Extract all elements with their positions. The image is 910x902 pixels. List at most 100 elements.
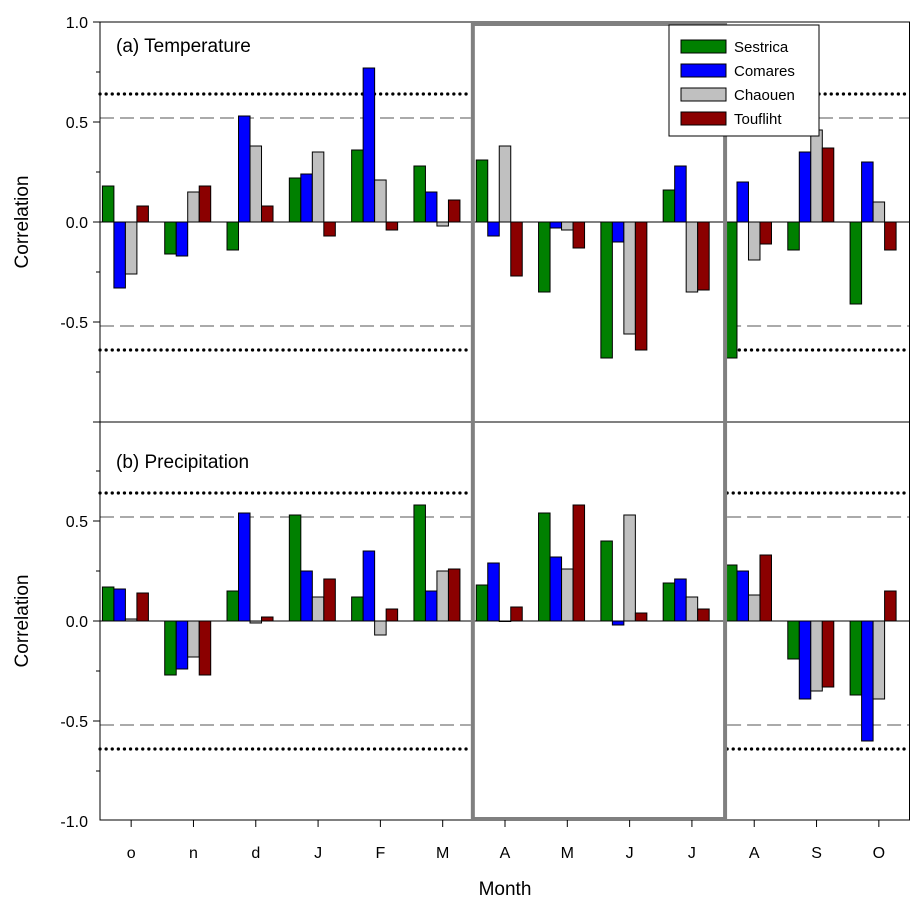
bar-1-sestrica-10	[724, 564, 738, 622]
bar-1-toufliht-2	[261, 616, 274, 622]
bar-0-sestrica-5	[413, 165, 426, 223]
x-tick-label-5: M	[436, 845, 449, 862]
panel-title-1: (b) Precipitation	[116, 452, 249, 473]
bar-0-toufliht-0	[136, 205, 149, 223]
bar-1-comares-5	[424, 590, 438, 622]
legend-label-comares: Comares	[734, 63, 795, 80]
bar-0-chaouen-3	[311, 151, 325, 223]
y-axis-title-1: Correlation	[12, 575, 33, 668]
bar-1-toufliht-1	[198, 620, 212, 676]
bar-1-toufliht-10	[759, 554, 772, 622]
bar-1-comares-6	[487, 562, 500, 622]
bar-0-sestrica-1	[164, 221, 177, 255]
x-tick-label-8: J	[626, 845, 634, 862]
bar-0-comares-12	[861, 161, 874, 223]
panel-title-0: (a) Temperature	[116, 36, 251, 57]
x-tick-label-6: A	[500, 845, 511, 862]
legend-swatch-sestrica	[680, 39, 727, 54]
y-tick-label-1-2: -0.5	[60, 714, 88, 731]
bar-0-chaouen-2	[249, 145, 263, 223]
bar-0-sestrica-12	[849, 221, 863, 305]
bar-1-comares-1	[175, 620, 189, 670]
bar-0-comares-11	[798, 151, 812, 223]
bar-1-chaouen-10	[747, 594, 761, 622]
legend-swatch-comares	[680, 63, 727, 78]
bar-0-sestrica-7	[538, 221, 551, 293]
bar-1-comares-10	[736, 570, 749, 622]
bar-0-chaouen-6	[498, 145, 512, 223]
bar-1-comares-9	[674, 578, 687, 622]
bar-1-chaouen-1	[187, 620, 200, 658]
bar-1-sestrica-11	[787, 620, 800, 660]
bar-0-toufliht-8	[634, 221, 648, 351]
bar-0-toufliht-1	[198, 185, 212, 223]
bar-0-sestrica-9	[662, 189, 676, 223]
x-tick-label-3: J	[314, 845, 322, 862]
bar-0-chaouen-7	[561, 221, 574, 231]
legend-swatch-toufliht	[680, 111, 727, 126]
bar-1-sestrica-7	[538, 512, 551, 622]
bar-0-sestrica-10	[724, 221, 738, 359]
bar-1-sestrica-2	[226, 590, 240, 622]
highlight-box	[470, 22, 728, 821]
bar-1-sestrica-1	[164, 620, 177, 676]
bar-1-chaouen-9	[685, 596, 699, 622]
y-tick-label-0-3: -0.5	[60, 315, 88, 332]
legend-label-toufliht: Toufliht	[734, 111, 782, 128]
bar-0-chaouen-10	[747, 221, 761, 261]
bar-0-toufliht-6	[510, 221, 523, 277]
bar-1-comares-0	[113, 588, 126, 622]
bar-1-sestrica-12	[849, 620, 863, 696]
y-tick-label-0-1: 0.5	[66, 115, 88, 132]
bar-1-sestrica-8	[600, 540, 613, 622]
bar-1-sestrica-4	[351, 596, 364, 622]
bar-1-toufliht-7	[572, 504, 586, 622]
bar-0-toufliht-9	[697, 221, 710, 291]
bar-1-chaouen-3	[311, 596, 325, 622]
x-tick-label-7: M	[561, 845, 574, 862]
plot-frame	[99, 21, 910, 821]
legend-label-sestrica: Sestrica	[734, 39, 789, 56]
bar-0-sestrica-2	[226, 221, 240, 251]
bar-1-comares-3	[300, 570, 313, 622]
bar-1-toufliht-6	[510, 606, 523, 622]
bar-1-chaouen-12	[872, 620, 886, 700]
bar-1-toufliht-9	[697, 608, 710, 622]
bar-1-comares-12	[861, 620, 874, 742]
bar-0-chaouen-9	[685, 221, 699, 293]
bar-0-sestrica-0	[101, 185, 115, 223]
bar-1-chaouen-4	[374, 620, 387, 636]
bar-1-chaouen-7	[561, 568, 574, 622]
y-tick-label-1-3: -1.0	[60, 814, 88, 831]
x-tick-label-0: o	[127, 845, 136, 862]
bar-0-chaouen-12	[872, 201, 886, 223]
x-axis-title: Month	[479, 879, 532, 900]
bar-1-toufliht-0	[136, 592, 149, 622]
bar-0-toufliht-7	[572, 221, 586, 249]
bar-1-chaouen-5	[436, 570, 449, 622]
bar-0-comares-6	[487, 221, 500, 237]
bar-0-comares-5	[424, 191, 438, 223]
bar-1-sestrica-9	[662, 582, 676, 622]
bar-0-comares-10	[736, 181, 749, 223]
bar-0-chaouen-0	[124, 221, 138, 275]
bar-0-comares-8	[611, 221, 625, 243]
bar-0-comares-2	[238, 115, 251, 223]
bar-1-toufliht-5	[447, 568, 461, 622]
bar-0-comares-1	[175, 221, 189, 257]
bar-0-sestrica-6	[475, 159, 489, 223]
bar-1-chaouen-11	[810, 620, 823, 692]
bar-1-comares-4	[362, 550, 376, 622]
bar-1-toufliht-4	[385, 608, 399, 622]
x-tick-label-9: J	[688, 845, 696, 862]
bar-0-toufliht-10	[759, 221, 772, 245]
bar-0-comares-0	[113, 221, 126, 289]
y-tick-label-0-2: 0.0	[66, 215, 88, 232]
y-tick-label-1-1: 0.0	[66, 614, 88, 631]
bar-0-comares-3	[300, 173, 313, 223]
y-tick-label-1-0: 0.5	[66, 514, 88, 531]
bar-0-toufliht-12	[884, 221, 897, 251]
bar-1-sestrica-3	[288, 514, 302, 622]
x-tick-label-2: d	[251, 845, 260, 862]
